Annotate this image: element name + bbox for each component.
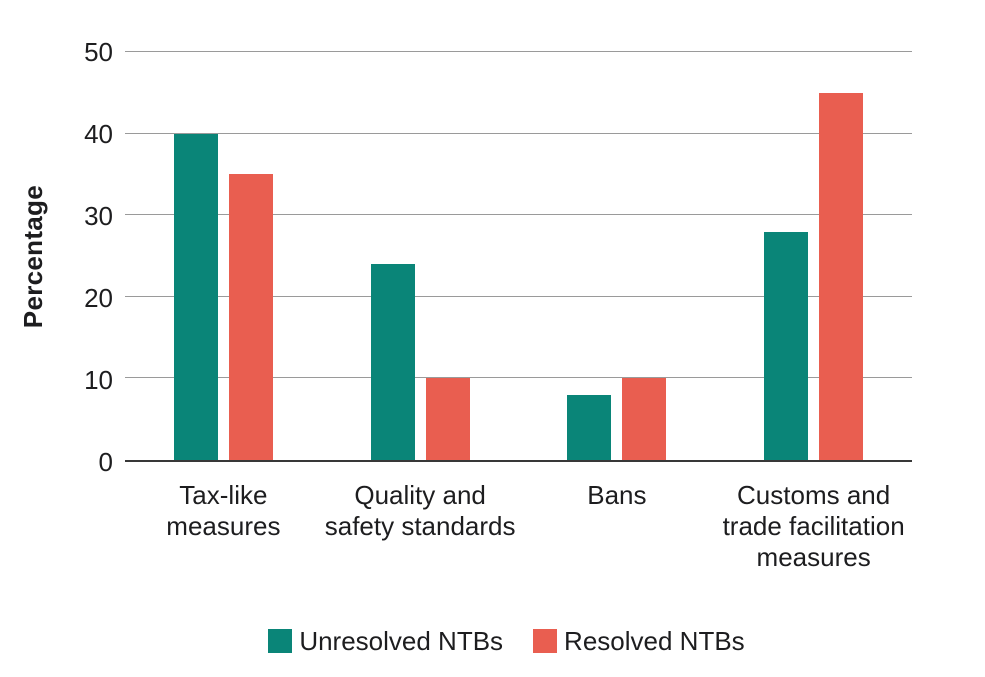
y-tick-label-50: 50 bbox=[84, 37, 113, 67]
gridline-10 bbox=[125, 377, 912, 379]
legend-label: Unresolved NTBs bbox=[299, 626, 504, 656]
grid-layer bbox=[125, 51, 912, 460]
y-tick-label-0: 0 bbox=[98, 447, 113, 477]
legend-swatch bbox=[268, 629, 293, 653]
gridline-40 bbox=[125, 132, 912, 134]
bar bbox=[370, 264, 415, 460]
bar bbox=[819, 92, 864, 460]
y-tick-label-10: 10 bbox=[84, 365, 113, 395]
x-axis-label-4: Customs and trade facilitation measures bbox=[722, 480, 905, 572]
legend-item: Unresolved NTBs bbox=[268, 628, 503, 654]
gridline-20 bbox=[125, 295, 912, 297]
y-tick-label-40: 40 bbox=[84, 119, 113, 149]
gridline-30 bbox=[125, 214, 912, 216]
bar bbox=[567, 394, 612, 460]
bar bbox=[764, 231, 809, 460]
y-tick-label-30: 30 bbox=[84, 201, 113, 231]
y-tick-label-20: 20 bbox=[84, 283, 113, 313]
bars-layer bbox=[125, 52, 912, 460]
bar-group-4 bbox=[715, 52, 912, 460]
bar bbox=[425, 378, 470, 460]
legend-swatch bbox=[533, 629, 558, 653]
x-axis-labels: Tax-like measures Quality and safety stan… bbox=[125, 480, 912, 573]
bar-group-2 bbox=[322, 52, 519, 460]
legend: Unresolved NTBs Resolved NTBs bbox=[14, 628, 985, 654]
plot-area bbox=[125, 51, 912, 462]
x-axis-label-1: Tax-like measures bbox=[166, 480, 281, 541]
gridline-50 bbox=[125, 51, 912, 52]
x-axis-label-3: Bans bbox=[587, 480, 647, 510]
x-axis-label-2: Quality and safety standards bbox=[324, 480, 516, 541]
legend-label: Resolved NTBs bbox=[564, 626, 745, 656]
bar bbox=[173, 133, 218, 460]
bar bbox=[622, 378, 667, 460]
y-axis-ticks: 0 10 20 30 40 50 bbox=[0, 39, 113, 475]
bar-group-3 bbox=[519, 52, 716, 460]
legend-item: Resolved NTBs bbox=[533, 628, 745, 654]
bar-group-1 bbox=[125, 52, 322, 460]
bar bbox=[228, 174, 273, 460]
